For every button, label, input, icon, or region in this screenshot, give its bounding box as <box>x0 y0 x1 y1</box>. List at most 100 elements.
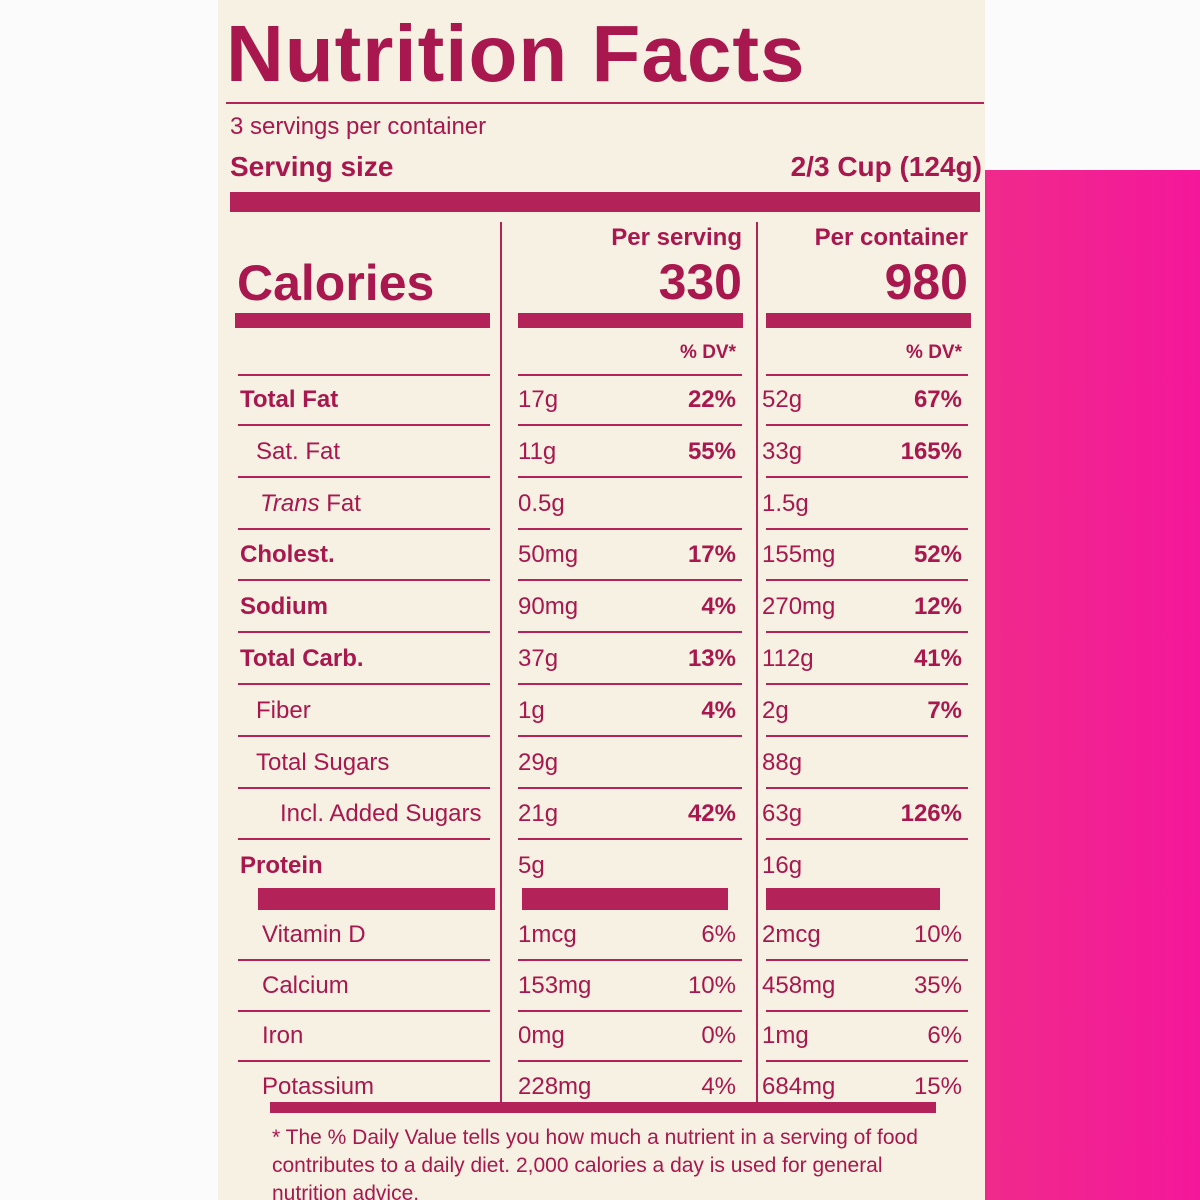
row-rule <box>238 1010 490 1012</box>
daily-value: 0% <box>701 1022 736 1049</box>
thick-bar <box>270 1102 936 1113</box>
daily-value: 4% <box>701 593 736 621</box>
daily-value: 7% <box>927 696 962 724</box>
daily-value: 10% <box>913 921 962 948</box>
nutrient-name: Sat. Fat <box>256 437 341 465</box>
name: Fat <box>326 489 361 517</box>
amount: 37g <box>518 645 559 672</box>
row-rule <box>238 787 490 789</box>
amount: 0mg <box>518 1022 565 1049</box>
amount: 1mg <box>762 1022 809 1049</box>
amount: 112g <box>762 645 814 672</box>
amount: 1.5g <box>762 489 809 517</box>
row-rule <box>238 424 490 426</box>
row-rule <box>518 1060 742 1062</box>
row-rule <box>766 476 968 478</box>
daily-value: 6% <box>701 921 736 948</box>
daily-value: 52% <box>913 541 962 569</box>
row-rule <box>766 374 968 376</box>
thick-bar <box>518 313 743 328</box>
row-rule <box>766 528 968 530</box>
row-rule <box>518 1010 742 1012</box>
row-rule <box>766 959 968 961</box>
thick-bar <box>230 192 980 212</box>
daily-value: 15% <box>913 1072 962 1100</box>
calories-value: 980 <box>884 254 968 310</box>
nutrient-name: Trans Fat <box>260 489 361 517</box>
amount: 50mg <box>518 541 579 569</box>
amount: 1g <box>518 696 545 724</box>
nutrient-name: Sodium <box>240 593 328 621</box>
row-rule <box>766 579 968 581</box>
nutrient-name: Protein <box>240 852 323 880</box>
column-divider <box>500 222 502 1104</box>
daily-value: 22% <box>687 386 736 413</box>
row-rule <box>238 838 490 840</box>
row-rule <box>518 374 742 376</box>
amount: 153mg <box>518 971 592 999</box>
row-rule <box>518 424 742 426</box>
daily-value: 41% <box>913 645 962 672</box>
row-rule <box>766 631 968 633</box>
row-rule <box>238 735 490 737</box>
row-rule <box>238 1060 490 1062</box>
amount: 17g <box>518 386 559 413</box>
daily-value: 13% <box>687 645 736 672</box>
amount: 2mcg <box>762 921 821 948</box>
daily-value: 6% <box>927 1022 962 1049</box>
calories-value: 330 <box>658 254 742 310</box>
title: Nutrition Facts <box>226 9 806 98</box>
dv-header: % DV* <box>680 342 736 363</box>
calories-label: Calories <box>237 255 435 311</box>
nutrient-name: Iron <box>262 1022 304 1049</box>
row-rule <box>766 735 968 737</box>
daily-value: 12% <box>913 593 962 621</box>
serving-size-label: Serving size <box>230 151 394 182</box>
amount: 5g <box>518 852 545 880</box>
row-rule <box>238 631 490 633</box>
row-rule <box>766 424 968 426</box>
column-divider <box>756 222 758 1104</box>
daily-value: 4% <box>701 696 736 724</box>
servings: 3 servings per container <box>230 113 487 140</box>
rule <box>226 102 984 104</box>
daily-value: 4% <box>701 1072 736 1100</box>
nutrient-name: Potassium <box>262 1072 375 1100</box>
row-rule <box>518 959 742 961</box>
amount: 21g <box>518 800 559 828</box>
footnote: * The % Daily Value tells you how much a… <box>272 1126 918 1200</box>
row-rule <box>766 838 968 840</box>
row-rule <box>238 959 490 961</box>
row-rule <box>766 1010 968 1012</box>
nutrient-name: Total Fat <box>240 386 339 413</box>
row-rule <box>766 787 968 789</box>
amount: 52g <box>762 386 803 413</box>
dv-header: % DV* <box>906 342 962 363</box>
package-edge <box>985 170 1200 1200</box>
amount: 33g <box>762 437 803 465</box>
amount: 0.5g <box>518 489 565 517</box>
row-rule <box>518 579 742 581</box>
daily-value: 17% <box>687 541 736 569</box>
row-rule <box>518 787 742 789</box>
amount: 88g <box>762 748 803 776</box>
row-rule <box>518 683 742 685</box>
row-rule <box>238 374 490 376</box>
thick-bar <box>522 888 728 910</box>
column-header: Per serving <box>611 224 742 251</box>
nutrient-name: Calcium <box>262 971 349 999</box>
thick-bar <box>235 313 490 328</box>
row-rule <box>238 579 490 581</box>
nutrient-name: Total Sugars <box>256 748 390 776</box>
row-rule <box>766 683 968 685</box>
row-rule <box>238 683 490 685</box>
row-rule <box>238 528 490 530</box>
amount: 2g <box>762 696 789 724</box>
amount: 155mg <box>762 541 836 569</box>
daily-value: 67% <box>913 386 962 413</box>
daily-value: 165% <box>900 437 962 465</box>
row-rule <box>518 631 742 633</box>
nutrient-name: Fiber <box>256 696 311 724</box>
amount: 270mg <box>762 593 836 621</box>
nutrient-name: Incl. Added Sugars <box>280 800 482 828</box>
